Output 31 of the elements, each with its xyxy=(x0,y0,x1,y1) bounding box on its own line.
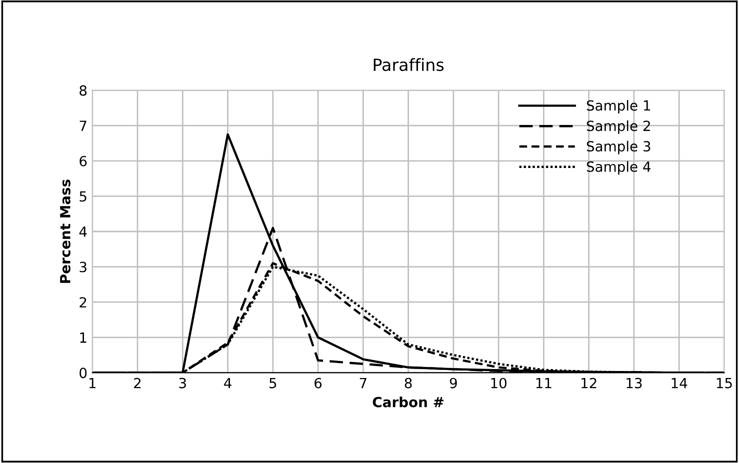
legend-label: Sample 1 xyxy=(586,100,650,114)
x-tick-label: 11 xyxy=(536,378,552,388)
x-tick-label: 2 xyxy=(134,378,141,388)
x-tick-label: 6 xyxy=(314,378,322,388)
x-tick-label: 10 xyxy=(491,378,506,388)
x-tick-label: 14 xyxy=(672,378,688,388)
x-tick-label: 9 xyxy=(450,378,457,388)
y-tick-label: 5 xyxy=(80,191,86,202)
x-tick-label: 13 xyxy=(626,378,642,388)
legend-label: Sample 2 xyxy=(586,120,650,134)
x-tick-label: 3 xyxy=(179,378,186,388)
y-tick-label: 2 xyxy=(80,297,86,308)
x-tick-label: 4 xyxy=(224,378,232,388)
x-tick-label: 1 xyxy=(89,378,96,388)
x-tick-label: 7 xyxy=(360,378,366,388)
x-tick-label: 8 xyxy=(404,378,412,388)
legend-label: Sample 3 xyxy=(586,140,650,154)
y-tick-label: 1 xyxy=(80,332,86,343)
y-tick-label: 3 xyxy=(80,262,86,272)
x-tick-label: 15 xyxy=(716,378,732,388)
chart-title: Paraffins xyxy=(374,58,444,72)
x-axis-title: Carbon # xyxy=(372,396,444,408)
y-tick-label: 8 xyxy=(80,85,87,96)
y-tick-label: 0 xyxy=(80,368,87,378)
legend-label: Sample 4 xyxy=(586,161,651,175)
x-tick-label: 12 xyxy=(582,378,596,388)
y-tick-label: 6 xyxy=(80,156,87,166)
y-tick-label: 4 xyxy=(79,226,87,237)
y-tick-label: 7 xyxy=(80,120,86,131)
x-tick-label: 5 xyxy=(270,378,276,388)
y-axis-title: Percent Mass xyxy=(60,180,70,283)
